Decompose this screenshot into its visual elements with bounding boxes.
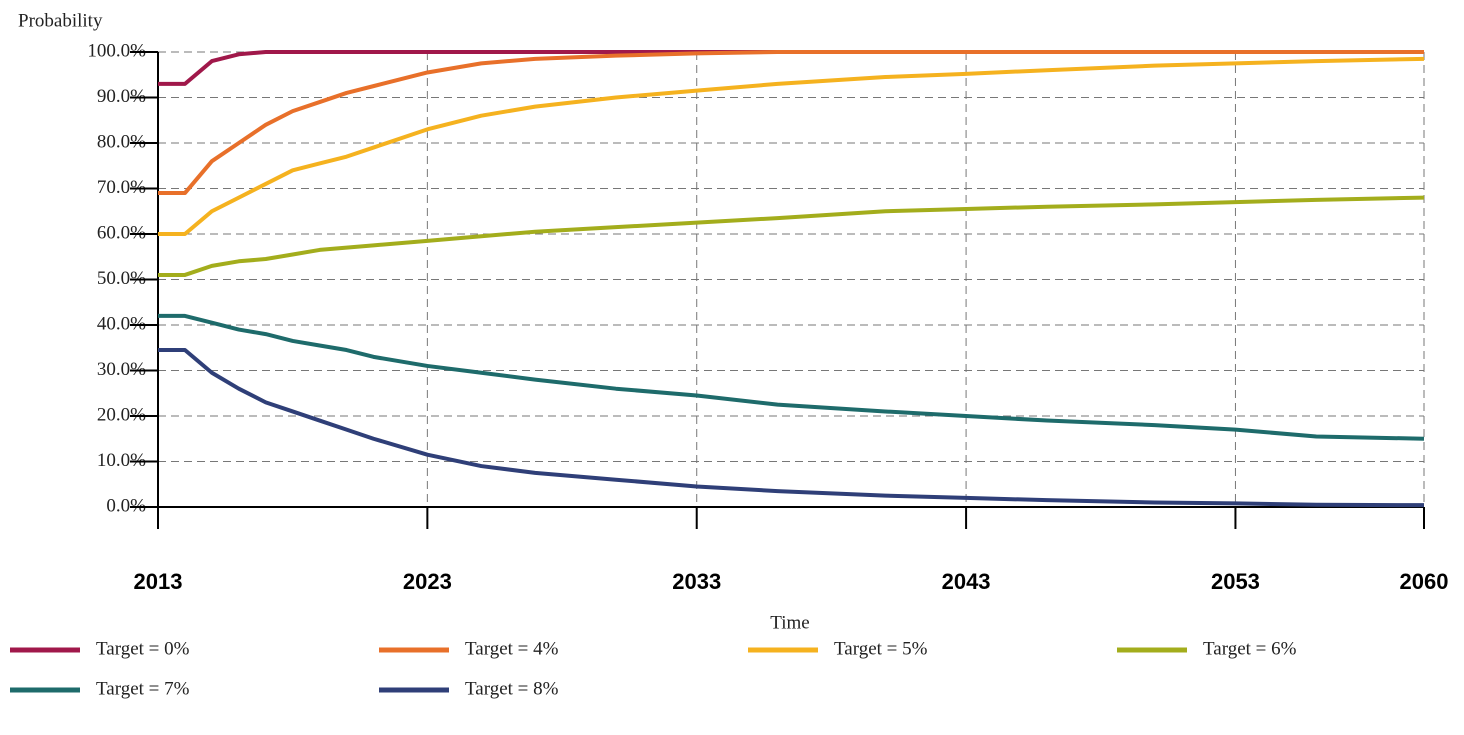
y-tick-label: 70.0%	[97, 177, 146, 198]
series-line	[158, 50, 1424, 86]
series-line	[158, 195, 1425, 277]
legend-label: Target = 7%	[96, 678, 190, 699]
x-tick-label: 2043	[942, 569, 991, 594]
y-tick-label: 90.0%	[97, 86, 146, 107]
legend-label: Target = 6%	[1203, 638, 1297, 659]
x-axis-label: Time	[770, 612, 809, 633]
series-line	[158, 50, 1424, 196]
legend-label: Target = 0%	[96, 638, 190, 659]
x-tick-label: 2060	[1400, 569, 1449, 594]
x-tick-label: 2013	[134, 569, 183, 594]
legend-label: Target = 4%	[465, 638, 559, 659]
y-tick-label: 30.0%	[97, 359, 146, 380]
y-tick-label: 50.0%	[97, 268, 146, 289]
y-tick-label: 0.0%	[106, 495, 146, 516]
legend-label: Target = 5%	[834, 638, 928, 659]
series-line	[158, 348, 1425, 508]
y-tick-label: 100.0%	[87, 40, 146, 61]
y-tick-label: 10.0%	[97, 450, 146, 471]
x-tick-label: 2023	[403, 569, 452, 594]
y-tick-label: 20.0%	[97, 404, 146, 425]
y-tick-label: 80.0%	[97, 131, 146, 152]
x-tick-label: 2053	[1211, 569, 1260, 594]
legend-label: Target = 8%	[465, 678, 559, 699]
y-tick-label: 40.0%	[97, 313, 146, 334]
x-tick-label: 2033	[672, 569, 721, 594]
series-line	[158, 313, 1425, 441]
y-axis-label: Probability	[18, 10, 103, 31]
y-tick-label: 60.0%	[97, 222, 146, 243]
series-line	[158, 56, 1425, 236]
